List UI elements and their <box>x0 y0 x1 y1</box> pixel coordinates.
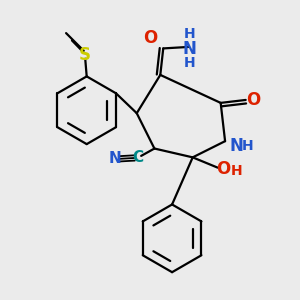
Text: H: H <box>184 56 196 70</box>
Text: H: H <box>242 140 253 154</box>
Text: H: H <box>184 27 196 41</box>
Text: O: O <box>143 29 157 47</box>
Text: C: C <box>133 150 144 165</box>
Text: S: S <box>79 46 91 64</box>
Text: N: N <box>229 137 243 155</box>
Text: O: O <box>217 160 231 178</box>
Text: H: H <box>231 164 243 178</box>
Text: N: N <box>108 151 121 166</box>
Text: O: O <box>246 91 260 109</box>
Text: N: N <box>183 40 197 58</box>
